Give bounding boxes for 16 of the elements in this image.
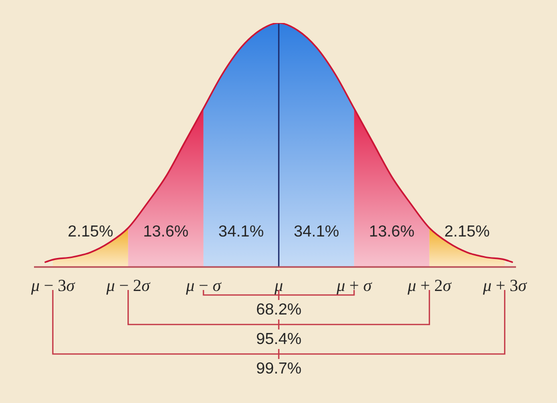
text: 95.4% — [256, 331, 302, 348]
annotation: 13.6% — [369, 224, 414, 240]
x-tick-label: μ + 2σ — [406, 276, 452, 296]
text: 99.7% — [256, 360, 302, 378]
x-tick-label: μ + 3σ — [482, 276, 528, 296]
x-tick-label: μ − 3σ — [30, 276, 76, 296]
annotation: 34.1% — [294, 224, 340, 240]
annotation: 2.15% — [444, 224, 490, 240]
x-tick-label: μ — [273, 276, 284, 296]
annotation: 13.6% — [143, 224, 188, 240]
annotation: 34.1% — [218, 224, 264, 240]
x-tick-label: μ + σ — [336, 276, 372, 296]
x-tick-label: μ − σ — [184, 276, 222, 296]
x-tick-label: μ − 2σ — [105, 276, 151, 296]
annotation: 2.15% — [68, 224, 114, 240]
text: 68.2% — [256, 302, 302, 318]
